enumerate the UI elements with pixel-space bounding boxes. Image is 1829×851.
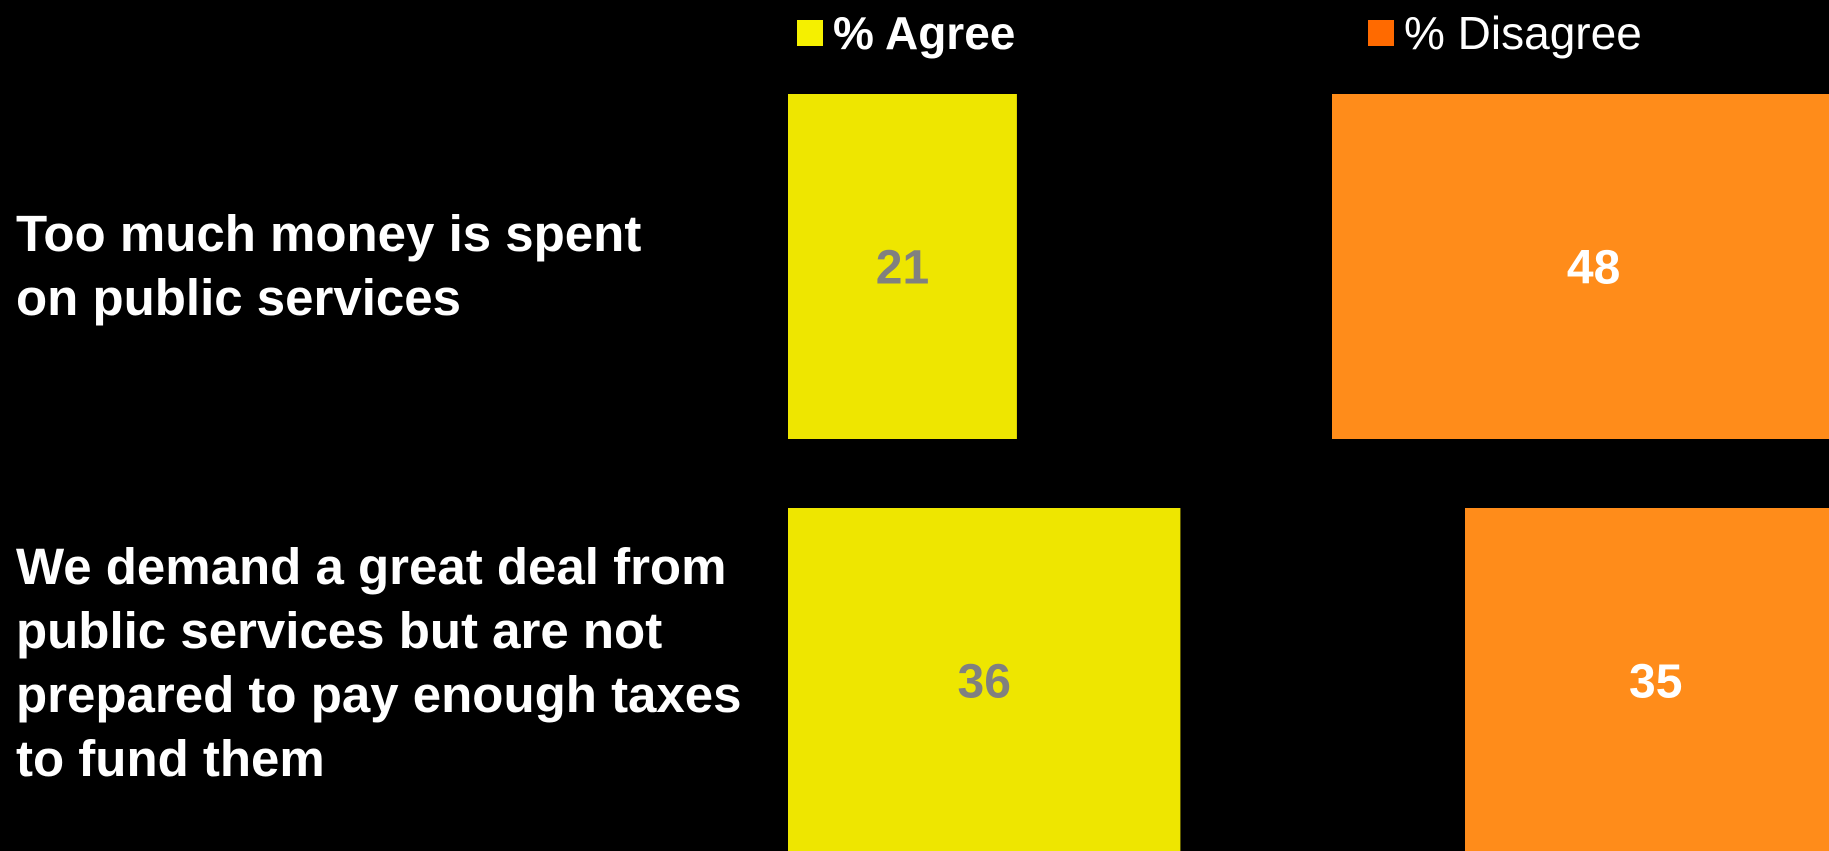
legend-item-agree: % Agree xyxy=(797,6,1015,60)
legend-item-disagree: % Disagree xyxy=(1368,6,1642,60)
bar-disagree xyxy=(1465,508,1829,851)
data-label-agree: 36 xyxy=(958,656,1011,709)
category-label: We demand a great deal from public servi… xyxy=(16,538,742,787)
category-label: Too much money is spent on public servic… xyxy=(16,205,642,326)
legend-swatch-agree xyxy=(797,20,823,46)
bar-agree xyxy=(788,94,1017,439)
legend-label-agree: % Agree xyxy=(833,7,1016,59)
legend-swatch-disagree xyxy=(1368,20,1394,46)
data-label-agree: 21 xyxy=(876,242,929,295)
legend-label-disagree: % Disagree xyxy=(1404,7,1642,59)
bar-agree xyxy=(788,508,1181,851)
bar-disagree xyxy=(1332,94,1829,439)
data-label-disagree: 35 xyxy=(1629,656,1682,709)
data-label-disagree: 48 xyxy=(1567,242,1620,295)
